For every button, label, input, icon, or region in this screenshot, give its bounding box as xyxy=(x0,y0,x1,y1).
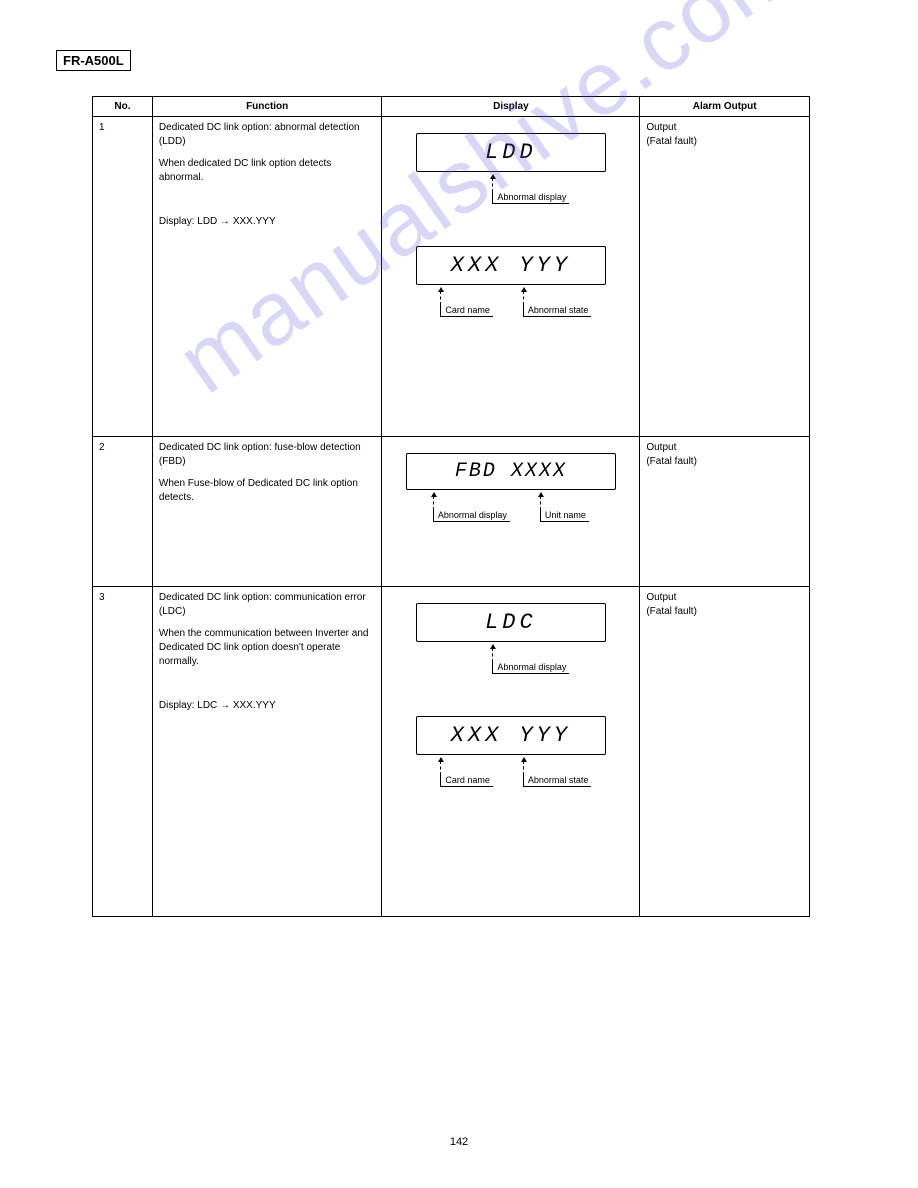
alarm-text: Output xyxy=(646,121,803,135)
lcd-text: FBD XXXX xyxy=(455,460,567,483)
cell-no: 2 xyxy=(93,437,153,587)
lcd-label: Abnormal display xyxy=(492,192,569,204)
lcd-display: LDD xyxy=(416,133,606,172)
arrow-right-icon: → xyxy=(220,700,230,711)
lcd-text: LDD xyxy=(485,140,537,165)
arrow-right-icon: → xyxy=(220,216,230,227)
lcd-label: Abnormal state xyxy=(523,775,592,787)
cell-alarm: Output (Fatal fault) xyxy=(640,117,810,437)
arrow-up-icon xyxy=(492,178,493,192)
alarm-detail: (Fatal fault) xyxy=(646,135,803,149)
th-alarm: Alarm Output xyxy=(640,97,810,117)
func-detail: When dedicated DC link option detects ab… xyxy=(159,157,376,185)
alarm-detail: (Fatal fault) xyxy=(646,605,803,619)
arrow-up-icon xyxy=(433,496,434,510)
lcd-display: LDC xyxy=(416,603,606,642)
lcd-display: FBD XXXX xyxy=(406,453,616,490)
alarm-text: Output xyxy=(646,441,803,455)
page-number: 142 xyxy=(450,1136,468,1148)
lcd-display: XXX YYY xyxy=(416,246,606,285)
lcd-label: Abnormal display xyxy=(433,510,510,522)
lcd-text: LDC xyxy=(485,610,537,635)
lcd-label: Card name xyxy=(440,775,493,787)
cell-display: LDC Abnormal display XXX YYY Card name xyxy=(382,587,640,917)
func-action: Display: LDD → XXX.YYY xyxy=(159,215,376,229)
lcd-label: Unit name xyxy=(540,510,589,522)
func-title: Dedicated DC link option: communication … xyxy=(159,591,376,619)
th-display: Display xyxy=(382,97,640,117)
alarm-text: Output xyxy=(646,591,803,605)
th-no: No. xyxy=(93,97,153,117)
arrow-up-icon xyxy=(440,291,441,305)
lcd-label: Abnormal state xyxy=(523,305,592,317)
cell-display: LDD Abnormal display XXX YYY Card name xyxy=(382,117,640,437)
table-row: 1 Dedicated DC link option: abnormal det… xyxy=(93,117,810,437)
table-row: 3 Dedicated DC link option: communicatio… xyxy=(93,587,810,917)
cell-func: Dedicated DC link option: abnormal detec… xyxy=(152,117,382,437)
alarm-detail: (Fatal fault) xyxy=(646,455,803,469)
page-header: FR-A500L xyxy=(56,50,131,71)
cell-no: 1 xyxy=(93,117,153,437)
func-detail: When Fuse-blow of Dedicated DC link opti… xyxy=(159,477,376,505)
cell-display: FBD XXXX Abnormal display Unit name xyxy=(382,437,640,587)
cell-no: 3 xyxy=(93,587,153,917)
func-title: Dedicated DC link option: abnormal detec… xyxy=(159,121,376,149)
cell-alarm: Output (Fatal fault) xyxy=(640,587,810,917)
lcd-text: XXX YYY xyxy=(451,253,571,278)
lcd-label: Card name xyxy=(440,305,493,317)
arrow-up-icon xyxy=(440,761,441,775)
arrow-up-icon xyxy=(523,761,524,775)
lcd-text: XXX YYY xyxy=(451,723,571,748)
cell-alarm: Output (Fatal fault) xyxy=(640,437,810,587)
arrow-up-icon xyxy=(540,496,541,510)
arrow-up-icon xyxy=(492,648,493,662)
func-action: Display: LDC → XXX.YYY xyxy=(159,699,376,713)
arrow-up-icon xyxy=(523,291,524,305)
func-detail: When the communication between Inverter … xyxy=(159,627,376,669)
th-function: Function xyxy=(152,97,382,117)
cell-func: Dedicated DC link option: communication … xyxy=(152,587,382,917)
func-title: Dedicated DC link option: fuse-blow dete… xyxy=(159,441,376,469)
lcd-display: XXX YYY xyxy=(416,716,606,755)
spec-table: No. Function Display Alarm Output 1 Dedi… xyxy=(92,96,810,917)
lcd-label: Abnormal display xyxy=(492,662,569,674)
cell-func: Dedicated DC link option: fuse-blow dete… xyxy=(152,437,382,587)
table-row: 2 Dedicated DC link option: fuse-blow de… xyxy=(93,437,810,587)
